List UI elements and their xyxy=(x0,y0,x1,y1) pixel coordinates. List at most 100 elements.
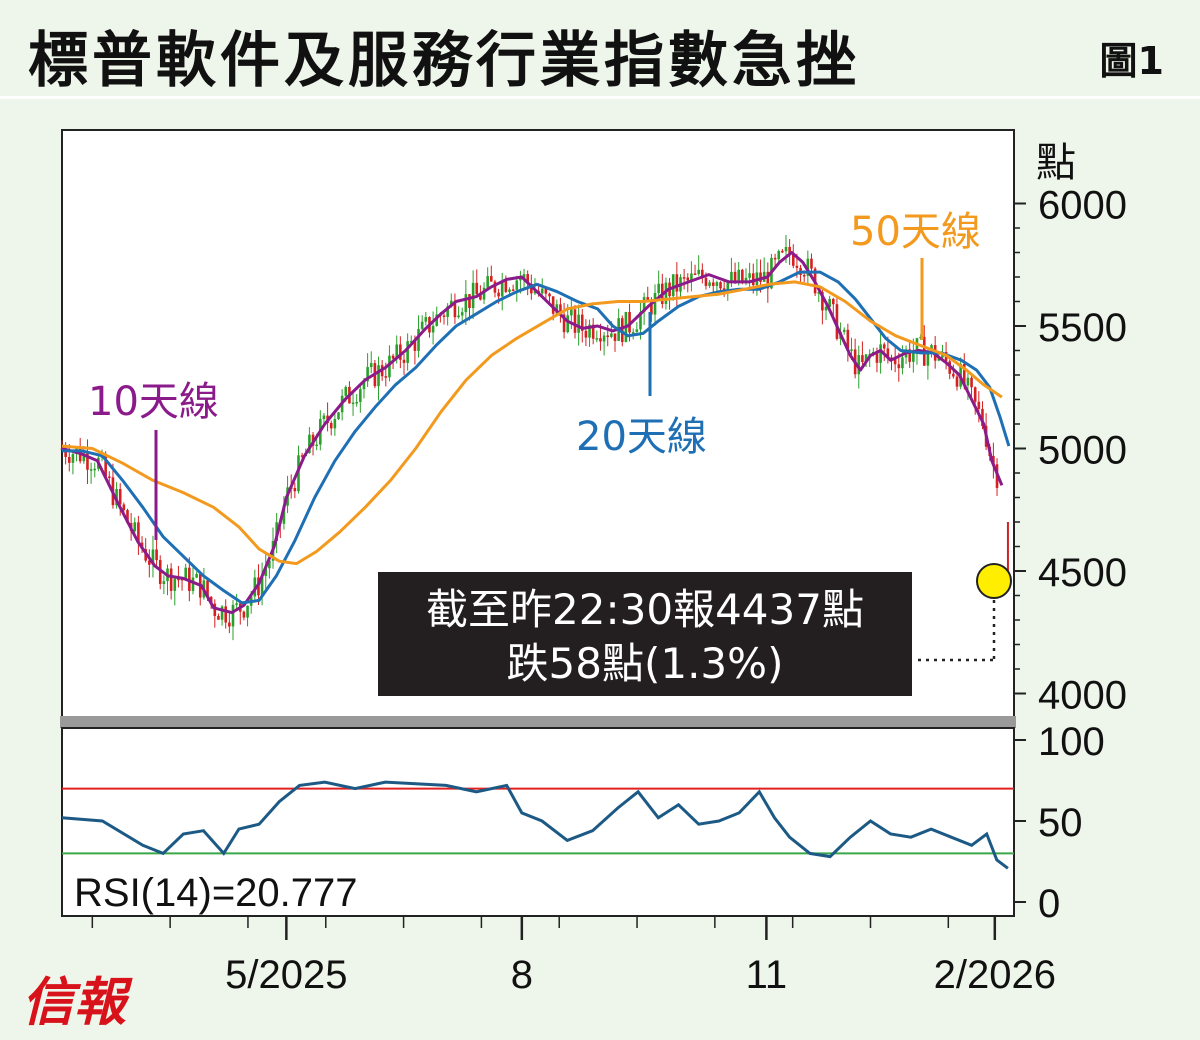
candle-body xyxy=(453,300,457,318)
rsi-panel xyxy=(61,727,1015,917)
candle-body xyxy=(260,575,264,596)
ma20-label: 20天線 xyxy=(576,414,707,460)
candle-body xyxy=(406,341,409,363)
candle-body xyxy=(242,611,246,618)
candle-body xyxy=(384,376,388,378)
candle-body xyxy=(264,568,268,576)
candle-body xyxy=(315,444,318,447)
figure-number: 圖1 xyxy=(1099,39,1164,83)
candle-body xyxy=(362,381,366,390)
ma-line-20天線 xyxy=(62,270,1011,605)
candle-body xyxy=(413,341,417,351)
candle-body xyxy=(744,277,748,283)
candle-body xyxy=(781,250,784,253)
candle-body xyxy=(580,314,584,331)
candle-body xyxy=(631,332,635,334)
candle-body xyxy=(93,468,97,471)
candle-body xyxy=(395,344,399,359)
ma-line-10天線 xyxy=(61,251,1004,615)
candle-body xyxy=(402,359,406,363)
candle-body xyxy=(158,560,162,585)
candle-body xyxy=(610,333,613,337)
candle-body xyxy=(442,315,446,317)
candle-body xyxy=(548,293,551,297)
x-tick-label: 2/2026 xyxy=(934,953,1056,997)
candle-body xyxy=(300,455,304,457)
candle-body xyxy=(737,269,741,282)
ma10-label: 10天線 xyxy=(88,379,219,425)
candle-body xyxy=(566,315,570,333)
candle-body xyxy=(715,282,719,286)
candle-body xyxy=(82,453,86,462)
candle-body xyxy=(912,352,915,362)
candle-body xyxy=(86,453,89,470)
candle-body xyxy=(955,376,959,387)
candle-body xyxy=(966,377,970,386)
candle-body xyxy=(559,304,562,315)
candle-body xyxy=(824,306,828,311)
candle-body xyxy=(788,246,791,255)
candle-body xyxy=(690,273,693,281)
candle-body xyxy=(926,352,930,366)
candle-body xyxy=(846,329,850,350)
candle-body xyxy=(435,314,439,326)
candle-body xyxy=(155,549,158,561)
x-tick-label: 11 xyxy=(746,953,788,997)
candle-body xyxy=(213,603,217,617)
price-y-axis: 6000 5500 5000 4500 4000 xyxy=(1014,184,1127,718)
candle-body xyxy=(177,578,180,581)
candle-body xyxy=(628,311,631,333)
candle-body xyxy=(701,269,704,278)
candle-body xyxy=(122,504,126,511)
candle-body xyxy=(231,604,235,627)
candle-body xyxy=(515,280,519,290)
candle-body xyxy=(118,489,122,505)
candle-body xyxy=(577,314,580,333)
candle-body xyxy=(107,476,111,478)
candle-body xyxy=(89,469,93,471)
candle-body xyxy=(526,274,529,284)
candle-body xyxy=(184,567,187,580)
y-tick-label: 4500 xyxy=(1038,551,1127,595)
candle-body xyxy=(333,419,337,429)
candle-body xyxy=(173,578,177,591)
candle-body xyxy=(835,304,839,339)
candle-body xyxy=(169,568,173,591)
candle-body xyxy=(642,297,646,312)
candle-body xyxy=(460,312,464,316)
candle-body xyxy=(148,560,151,565)
candle-body xyxy=(540,288,544,294)
candle-body xyxy=(828,298,831,307)
candle-body xyxy=(682,277,686,279)
y-tick-label: 4000 xyxy=(1038,674,1127,718)
candle-body xyxy=(981,408,984,426)
candle-body xyxy=(890,357,893,359)
candle-body xyxy=(952,373,955,377)
candle-body xyxy=(675,274,679,292)
candle-body xyxy=(151,549,155,565)
candle-body xyxy=(133,522,137,532)
candle-body xyxy=(468,294,471,309)
candle-body xyxy=(704,277,708,286)
candle-body xyxy=(64,448,67,458)
candle-body xyxy=(802,274,806,277)
candle-body xyxy=(821,292,824,311)
candle-body xyxy=(137,522,140,543)
candle-body xyxy=(162,581,166,585)
candle-body xyxy=(399,344,402,360)
candle-body xyxy=(533,290,537,294)
title-divider xyxy=(0,96,1200,99)
candle-body xyxy=(71,454,75,463)
candle-body xyxy=(220,606,224,620)
x-tick-label: 8 xyxy=(511,953,533,997)
rsi-y-tick-label: 50 xyxy=(1038,801,1083,845)
candle-body xyxy=(268,560,271,569)
candle-body xyxy=(486,276,489,288)
annotation-line-1: 截至昨22:30報4437點 xyxy=(426,585,864,634)
candle-body xyxy=(857,355,861,375)
annotation-box xyxy=(378,572,912,696)
candle-body xyxy=(562,314,566,333)
ma50-label: 50天線 xyxy=(850,209,981,255)
y-tick-label: 6000 xyxy=(1038,184,1127,228)
candle-body xyxy=(759,272,762,282)
